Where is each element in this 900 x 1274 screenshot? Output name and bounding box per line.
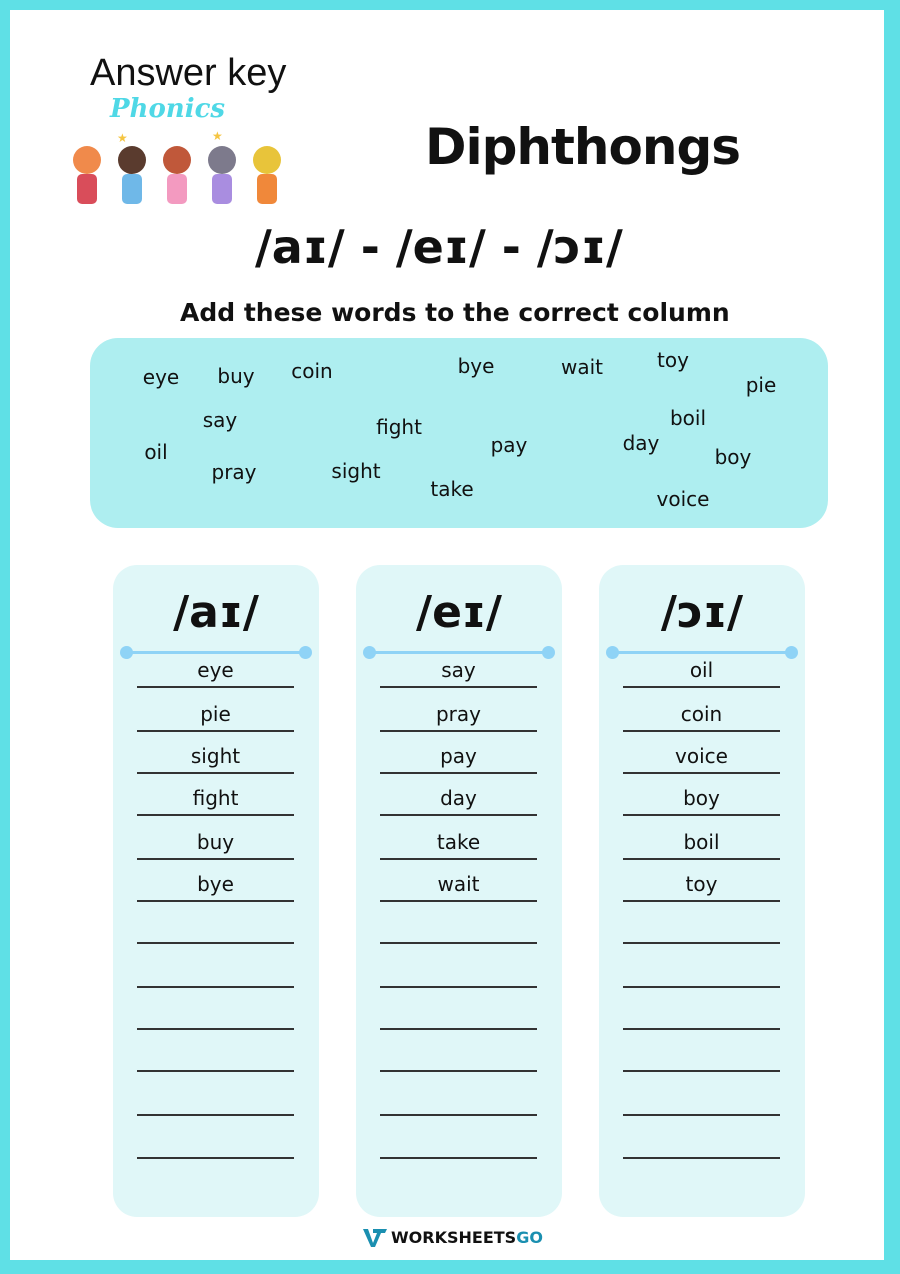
answer-line[interactable]: pie <box>137 700 294 732</box>
word-bank-item: pay <box>490 433 528 457</box>
answer-line[interactable]: day <box>380 784 537 816</box>
word-bank-item: oil <box>144 440 168 464</box>
column-divider <box>120 646 312 659</box>
svg-text:★: ★ <box>212 130 223 143</box>
answer-line[interactable]: sight <box>137 742 294 774</box>
answer-line[interactable]: pay <box>380 742 537 774</box>
answer-column: /ɔɪ/oil coin voice boy boil toy <box>599 565 805 1217</box>
answer-column: /aɪ/eye pie sight fight buy bye <box>113 565 319 1217</box>
page-title: Diphthongs <box>425 118 741 176</box>
answer-line[interactable] <box>380 998 537 1030</box>
word-bank: eye buy coin bye wait toy pie say fight … <box>90 338 828 528</box>
divider-dot <box>299 646 312 659</box>
answer-line[interactable]: toy <box>623 870 780 902</box>
kids-illustration: ★ ★ <box>73 130 281 204</box>
answer-line[interactable] <box>623 1127 780 1159</box>
answer-line[interactable] <box>380 956 537 988</box>
answer-line[interactable]: coin <box>623 700 780 732</box>
word-bank-item: pray <box>211 460 257 484</box>
word-bank-item: sight <box>331 459 381 483</box>
answer-line[interactable] <box>380 1040 537 1072</box>
answer-line[interactable]: oil <box>623 656 780 688</box>
word-bank-item: boy <box>714 445 752 469</box>
answer-line[interactable]: wait <box>380 870 537 902</box>
worksheet-page: Answer key Phonics ★ ★ Diphthongs /aɪ/ - … <box>10 10 884 1260</box>
answer-line[interactable] <box>137 912 294 944</box>
word-bank-item: boil <box>669 406 707 430</box>
word-bank-item: buy <box>217 364 255 388</box>
column-divider <box>363 646 555 659</box>
answer-line[interactable] <box>623 1040 780 1072</box>
divider-dot <box>785 646 798 659</box>
divider-dot <box>363 646 376 659</box>
answer-line[interactable] <box>623 998 780 1030</box>
answer-line[interactable]: take <box>380 828 537 860</box>
word-bank-item: wait <box>560 355 604 379</box>
worksheetsgo-logo-icon <box>363 1228 387 1247</box>
answer-line[interactable] <box>623 912 780 944</box>
answer-line[interactable]: pray <box>380 700 537 732</box>
answer-line[interactable] <box>137 1040 294 1072</box>
kid-figures: ★ ★ <box>73 130 281 204</box>
answer-line[interactable]: boil <box>623 828 780 860</box>
answer-line[interactable]: voice <box>623 742 780 774</box>
phonics-logo: Phonics <box>110 94 226 124</box>
answer-line[interactable] <box>380 1127 537 1159</box>
word-bank-item: voice <box>656 487 710 511</box>
instruction-text: Add these words to the correct column <box>180 298 730 327</box>
answer-line[interactable] <box>137 956 294 988</box>
answer-line[interactable] <box>623 956 780 988</box>
word-bank-item: bye <box>457 354 495 378</box>
word-bank-item: toy <box>657 348 689 372</box>
word-bank-item: take <box>430 477 474 501</box>
answer-line[interactable] <box>623 1084 780 1116</box>
answer-line[interactable]: boy <box>623 784 780 816</box>
word-bank-item: say <box>202 408 238 432</box>
answer-line[interactable] <box>137 1084 294 1116</box>
answer-line[interactable]: buy <box>137 828 294 860</box>
brand-name-part1: WORKSHEETS <box>391 1228 517 1247</box>
sounds-subtitle: /aɪ/ - /eɪ/ - /ɔɪ/ <box>255 220 623 274</box>
word-bank-item: coin <box>291 359 333 383</box>
column-heading: /ɔɪ/ <box>660 587 744 638</box>
svg-text:★: ★ <box>117 131 128 145</box>
answer-line[interactable]: say <box>380 656 537 688</box>
column-divider <box>606 646 798 659</box>
divider-dot <box>542 646 555 659</box>
answer-column: /eɪ/say pray pay day take wait <box>356 565 562 1217</box>
brand-name-part2: GO <box>516 1228 543 1247</box>
column-heading: /eɪ/ <box>416 587 502 638</box>
answer-line[interactable]: fight <box>137 784 294 816</box>
word-bank-item: fight <box>376 415 422 439</box>
column-heading: /aɪ/ <box>173 587 259 638</box>
word-bank-item: eye <box>142 365 180 389</box>
answer-line[interactable] <box>137 998 294 1030</box>
answer-line[interactable] <box>380 912 537 944</box>
word-bank-item: pie <box>745 373 777 397</box>
answer-line[interactable]: bye <box>137 870 294 902</box>
answer-line[interactable] <box>137 1127 294 1159</box>
answer-line[interactable]: eye <box>137 656 294 688</box>
answer-key-label: Answer key <box>90 52 287 94</box>
word-bank-item: day <box>622 431 660 455</box>
divider-dot <box>606 646 619 659</box>
footer-brand: WORKSHEETS GO <box>363 1228 543 1247</box>
answer-line[interactable] <box>380 1084 537 1116</box>
divider-dot <box>120 646 133 659</box>
